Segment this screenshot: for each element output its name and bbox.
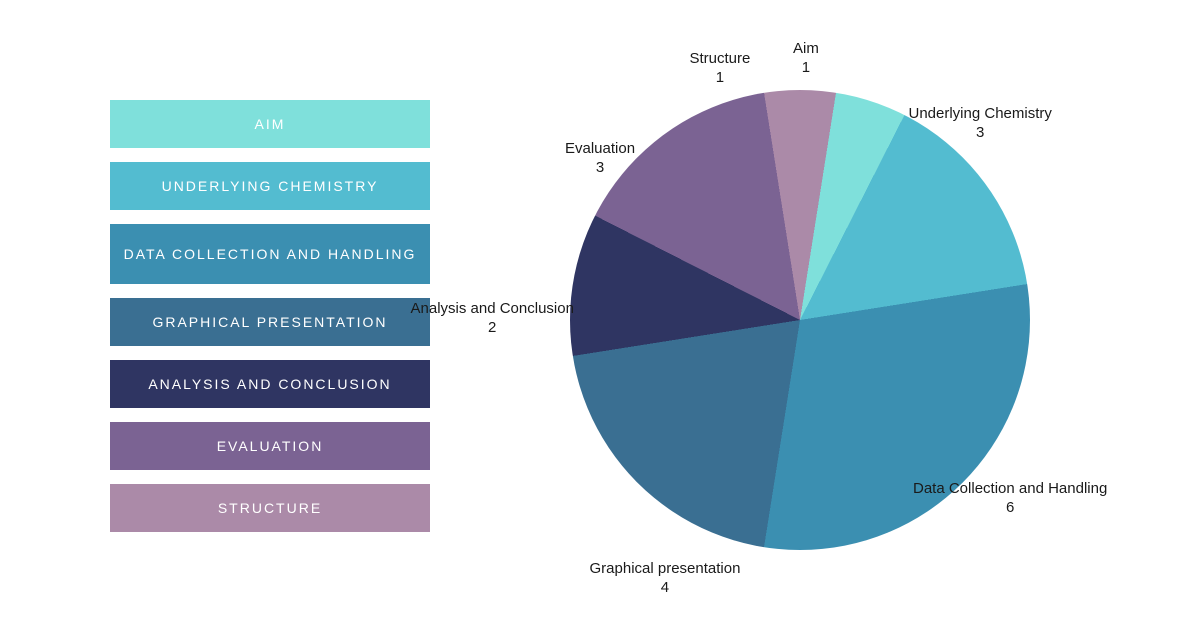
slice-label-text: Underlying Chemistry (909, 105, 1052, 122)
slice-label-value: 1 (793, 59, 819, 78)
slice-label-analysis-conclusion: Analysis and Conclusion 2 (411, 300, 574, 338)
slice-label-data-collection: Data Collection and Handling 6 (913, 480, 1107, 518)
slice-label-text: Aim (793, 40, 819, 57)
slice-label-text: Structure (690, 50, 751, 67)
legend: AIM UNDERLYING CHEMISTRY DATA COLLECTION… (110, 100, 430, 546)
slice-label-value: 2 (411, 319, 574, 338)
legend-item-aim: AIM (110, 100, 430, 148)
legend-item-structure: STRUCTURE (110, 484, 430, 532)
legend-item-evaluation: EVALUATION (110, 422, 430, 470)
slice-label-text: Analysis and Conclusion (411, 300, 574, 317)
slice-label-value: 1 (690, 69, 751, 88)
slice-label-text: Evaluation (565, 140, 635, 157)
legend-item-data-collection: DATA COLLECTION AND HANDLING (110, 224, 430, 284)
slice-label-graphical-presentation: Graphical presentation 4 (590, 560, 741, 598)
slice-label-value: 4 (590, 579, 741, 598)
slice-label-text: Graphical presentation (590, 560, 741, 577)
legend-item-graphical-presentation: GRAPHICAL PRESENTATION (110, 298, 430, 346)
slice-label-text: Data Collection and Handling (913, 480, 1107, 497)
slice-label-aim: Aim 1 (793, 40, 819, 78)
slice-label-structure: Structure 1 (690, 50, 751, 88)
slice-label-underlying-chemistry: Underlying Chemistry 3 (909, 105, 1052, 143)
slice-label-value: 6 (913, 499, 1107, 518)
slice-label-evaluation: Evaluation 3 (565, 140, 635, 178)
chart-stage: AIM UNDERLYING CHEMISTRY DATA COLLECTION… (0, 0, 1200, 630)
legend-item-underlying-chemistry: UNDERLYING CHEMISTRY (110, 162, 430, 210)
slice-label-value: 3 (909, 124, 1052, 143)
legend-item-analysis-conclusion: ANALYSIS AND CONCLUSION (110, 360, 430, 408)
slice-label-value: 3 (565, 159, 635, 178)
